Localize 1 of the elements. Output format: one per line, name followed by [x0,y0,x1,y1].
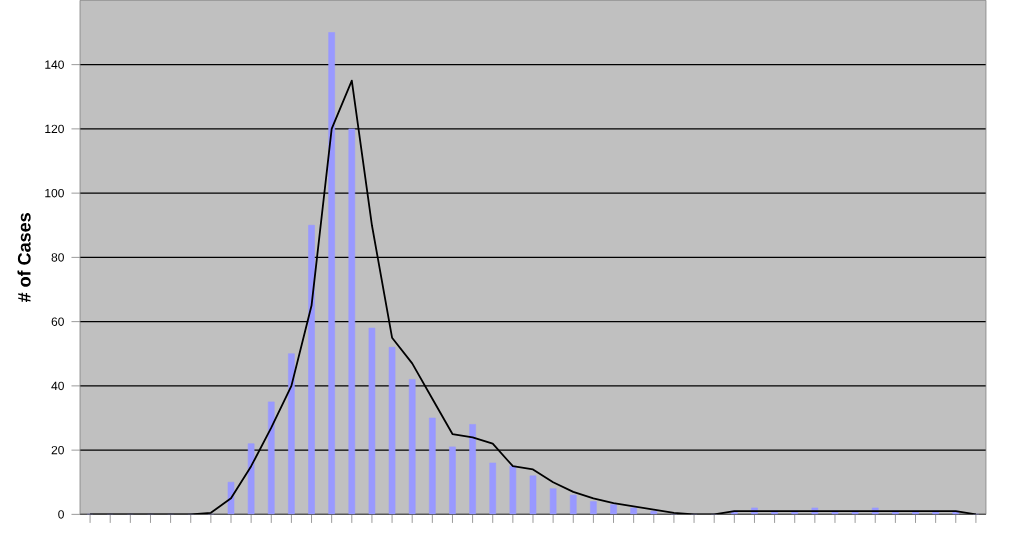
y-axis-title: # of Cases [17,212,31,302]
